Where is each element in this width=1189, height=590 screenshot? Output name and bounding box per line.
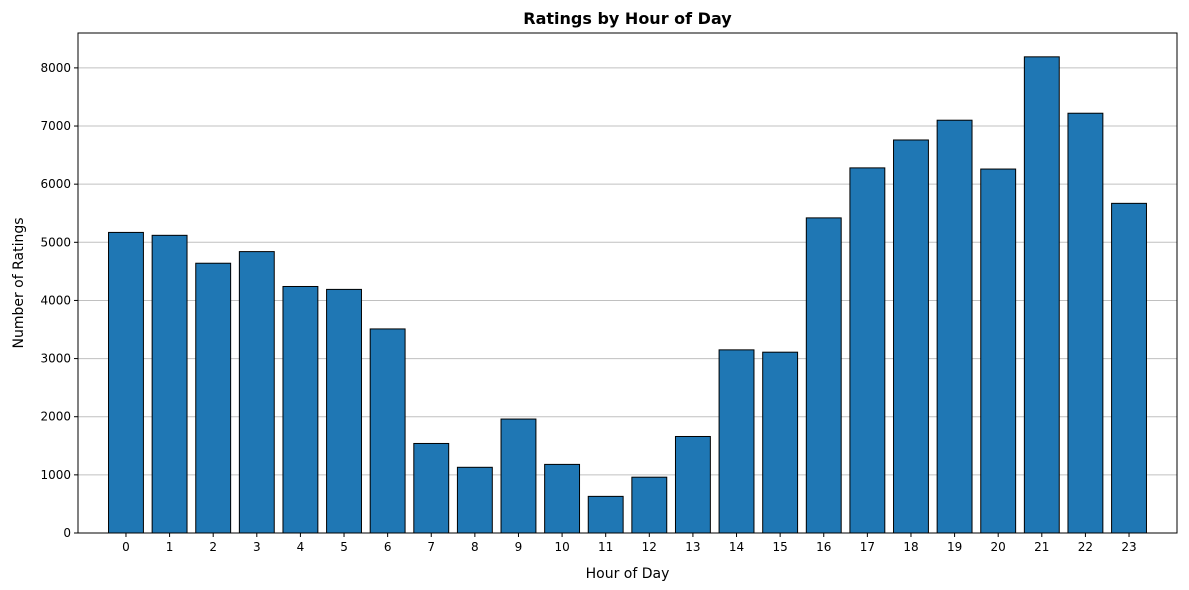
x-tick-label: 0 <box>122 540 130 554</box>
bar-hour-8 <box>456 466 493 534</box>
x-axis-ticks: 0 1 2 3 4 5 6 7 8 9 10 11 12 13 14 15 16 17 18 19 20 21 22 23 <box>122 533 1137 554</box>
bar-hour-5 <box>326 288 362 534</box>
bars <box>108 56 1147 534</box>
x-tick-label: 6 <box>384 540 392 554</box>
bar-hour-7 <box>413 442 450 534</box>
bar-hour-17 <box>849 167 886 534</box>
x-tick-label: 14 <box>729 540 744 554</box>
bar-hour-22 <box>1067 112 1104 534</box>
x-tick-label: 20 <box>991 540 1006 554</box>
bar-hour-14 <box>718 349 755 534</box>
bar-hour-1 <box>151 234 188 534</box>
chart-title: Ratings by Hour of Day <box>523 9 732 28</box>
y-tick-label: 1000 <box>40 468 71 482</box>
y-tick-label: 3000 <box>40 352 71 366</box>
bar-hour-19 <box>936 119 973 534</box>
x-axis-label: Hour of Day <box>586 566 670 582</box>
y-tick-label: 8000 <box>40 61 71 75</box>
x-tick-label: 3 <box>253 540 261 554</box>
bar-hour-12 <box>631 476 668 534</box>
x-tick-label: 16 <box>816 540 831 554</box>
bar-hour-9 <box>500 418 537 534</box>
y-tick-label: 2000 <box>40 410 71 424</box>
y-axis-label: Number of Ratings <box>11 217 27 348</box>
bar-hour-20 <box>980 168 1017 534</box>
x-tick-label: 11 <box>598 540 613 554</box>
bar-hour-0 <box>108 231 144 534</box>
bar-hour-6 <box>369 328 406 534</box>
y-tick-label: 7000 <box>40 119 71 133</box>
bar-hour-15 <box>762 351 799 534</box>
y-tick-label: 0 <box>63 526 71 540</box>
x-tick-label: 18 <box>903 540 918 554</box>
bar-hour-18 <box>893 139 929 534</box>
plot-frame <box>77 32 1178 534</box>
y-tick-label: 5000 <box>40 235 71 249</box>
x-tick-label: 21 <box>1034 540 1049 554</box>
x-tick-label: 2 <box>209 540 217 554</box>
x-tick-label: 7 <box>427 540 435 554</box>
x-tick-label: 23 <box>1121 540 1136 554</box>
x-tick-label: 9 <box>515 540 523 554</box>
x-tick-label: 10 <box>554 540 569 554</box>
bar-hour-16 <box>805 217 842 534</box>
x-tick-label: 15 <box>772 540 787 554</box>
bar-hour-3 <box>238 251 275 534</box>
y-tick-label: 4000 <box>40 293 71 307</box>
bar-hour-10 <box>544 463 581 534</box>
x-tick-label: 13 <box>685 540 700 554</box>
y-tick-label: 6000 <box>40 177 71 191</box>
x-tick-label: 4 <box>297 540 305 554</box>
bar-hour-13 <box>674 435 711 534</box>
x-tick-label: 17 <box>860 540 875 554</box>
bar-hour-21 <box>1023 56 1060 534</box>
x-tick-label: 5 <box>340 540 348 554</box>
x-tick-label: 8 <box>471 540 479 554</box>
x-tick-label: 22 <box>1078 540 1093 554</box>
bar-hour-23 <box>1111 202 1147 534</box>
bar-hour-4 <box>282 285 319 534</box>
bar-hour-11 <box>587 495 624 534</box>
x-tick-label: 1 <box>166 540 174 554</box>
x-tick-label: 19 <box>947 540 962 554</box>
y-axis-ticks: 0 1000 2000 3000 4000 5000 6000 7000 8000 <box>40 61 78 540</box>
x-tick-label: 12 <box>642 540 657 554</box>
bar-hour-2 <box>195 262 232 534</box>
